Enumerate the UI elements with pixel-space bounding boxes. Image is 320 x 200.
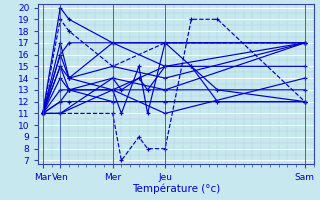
X-axis label: Température (°c): Température (°c) bbox=[132, 183, 220, 194]
